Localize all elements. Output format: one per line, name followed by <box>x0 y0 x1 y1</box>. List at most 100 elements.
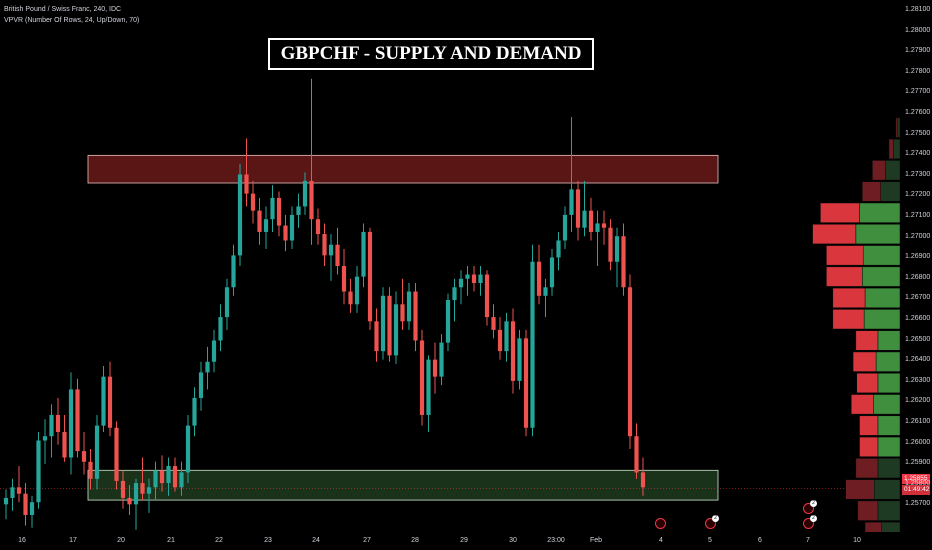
candle-body <box>198 372 204 398</box>
vpvr-up-bar <box>873 394 900 415</box>
candle-body <box>536 261 542 296</box>
symbol-legend[interactable]: British Pound / Swiss Franc, 240, IDC <box>4 6 122 13</box>
event-count-badge: 2 <box>810 500 817 507</box>
candle-body <box>543 287 548 296</box>
time-tick-label: 30 <box>509 537 517 544</box>
time-tick-label: Feb <box>589 537 603 544</box>
candle-body <box>478 274 483 284</box>
indicator-legend[interactable]: VPVR (Number Of Rows, 24, Up/Down, 70) <box>4 17 140 24</box>
candle-body <box>289 214 295 241</box>
vpvr-up-bar <box>862 266 900 287</box>
price-tick-label: 1.26800 <box>905 273 931 281</box>
economic-event-icon[interactable] <box>705 518 716 529</box>
candle-body <box>296 206 301 215</box>
candlestick-chart[interactable] <box>0 0 900 532</box>
vpvr-up-bar <box>863 309 900 330</box>
candle-body <box>263 219 269 232</box>
time-tick-label: 23:00 <box>547 537 565 544</box>
candle-body <box>341 266 347 292</box>
price-tick-label: 1.26900 <box>905 253 931 261</box>
candle-body <box>309 180 314 220</box>
vpvr-down-bar <box>864 521 882 532</box>
candle-body <box>10 487 15 498</box>
time-tick-label: 5 <box>708 537 712 544</box>
candle-body <box>614 236 620 262</box>
candle-body <box>68 389 74 458</box>
vpvr-up-bar <box>885 160 900 181</box>
candle-body <box>387 295 392 356</box>
candle-body <box>367 231 373 322</box>
price-tick-label: 1.26400 <box>905 356 931 364</box>
price-tick-label: 1.27800 <box>905 67 931 75</box>
vpvr-up-bar <box>877 372 900 394</box>
time-axis[interactable]: 16 17 20 21 22 23 24 27 28 29 30 23:00 Feb 4 5 6 7 10 <box>0 532 900 550</box>
candle-body <box>335 244 340 266</box>
candle-body <box>595 223 600 232</box>
chart-area[interactable]: British Pound / Swiss Franc, 240, IDC VP… <box>0 0 900 532</box>
vpvr-up-bar <box>877 330 900 351</box>
vpvr-down-bar <box>820 202 860 223</box>
candle-body <box>400 304 405 322</box>
vpvr-up-bar <box>877 500 900 521</box>
candle-body <box>172 466 178 488</box>
candle-body <box>361 231 366 277</box>
candle-body <box>224 287 230 318</box>
vpvr-down-bar <box>872 160 886 181</box>
price-tick-label: 1.27900 <box>905 47 931 55</box>
candle-body <box>270 197 275 220</box>
candle-body <box>530 261 535 428</box>
candle-body <box>380 295 386 352</box>
price-tick-label: 1.26500 <box>905 335 931 343</box>
vpvr-up-bar <box>864 287 900 308</box>
candle-body <box>458 278 464 288</box>
time-tick-label: 4 <box>659 537 663 544</box>
candle-body <box>562 214 568 241</box>
candle-body <box>140 483 145 494</box>
candle-body <box>582 210 587 228</box>
vpvr-down-bar <box>852 351 877 372</box>
price-tick-label: 1.27000 <box>905 232 931 240</box>
vpvr-up-bar <box>877 415 900 436</box>
candle-body <box>205 361 210 373</box>
candle-body <box>257 210 262 232</box>
vpvr-down-bar <box>895 117 898 138</box>
candle-body <box>471 274 477 284</box>
price-tick-label: 1.26000 <box>905 438 931 446</box>
price-tick-label: 1.28000 <box>905 26 931 34</box>
price-tick-label: 1.27600 <box>905 109 931 116</box>
vpvr-up-bar <box>880 181 900 202</box>
candle-body <box>517 338 522 381</box>
economic-event-icon[interactable] <box>803 518 814 529</box>
event-count-badge: 2 <box>810 515 817 522</box>
candle-body <box>159 470 165 484</box>
candle-body <box>406 291 412 322</box>
candle-body <box>49 414 54 437</box>
candle-body <box>120 480 126 498</box>
candle-body <box>185 425 191 473</box>
candle-body <box>29 502 35 515</box>
supply-zone <box>87 154 719 184</box>
candle-body <box>569 189 574 215</box>
candle-body <box>497 329 503 352</box>
price-tick-label: 1.26200 <box>905 397 931 405</box>
price-axis[interactable]: 1.25855 01:49:42 1.28100 1.28000 1.27900 1.… <box>900 0 932 550</box>
candle-body <box>94 425 100 479</box>
candle-body <box>211 340 217 362</box>
candle-body <box>16 487 22 494</box>
chart-title-annotation[interactable]: GBPCHF - SUPPLY AND DEMAND <box>268 38 594 70</box>
candle-body <box>426 359 431 415</box>
candle-body <box>432 359 438 377</box>
candle-body <box>88 461 93 479</box>
vpvr-down-bar <box>857 500 879 521</box>
economic-event-icon[interactable] <box>803 503 814 514</box>
candle-body <box>452 287 457 301</box>
candle-body <box>621 236 626 288</box>
vpvr-down-bar <box>888 138 894 160</box>
time-tick-label: 22 <box>215 537 223 544</box>
time-tick-label: 10 <box>853 537 861 544</box>
vpvr-down-bar <box>826 266 863 287</box>
price-tick-label: 1.28100 <box>905 6 931 13</box>
economic-event-icon[interactable] <box>655 518 666 529</box>
vpvr-down-bar <box>862 181 881 202</box>
candle-body <box>419 340 425 415</box>
